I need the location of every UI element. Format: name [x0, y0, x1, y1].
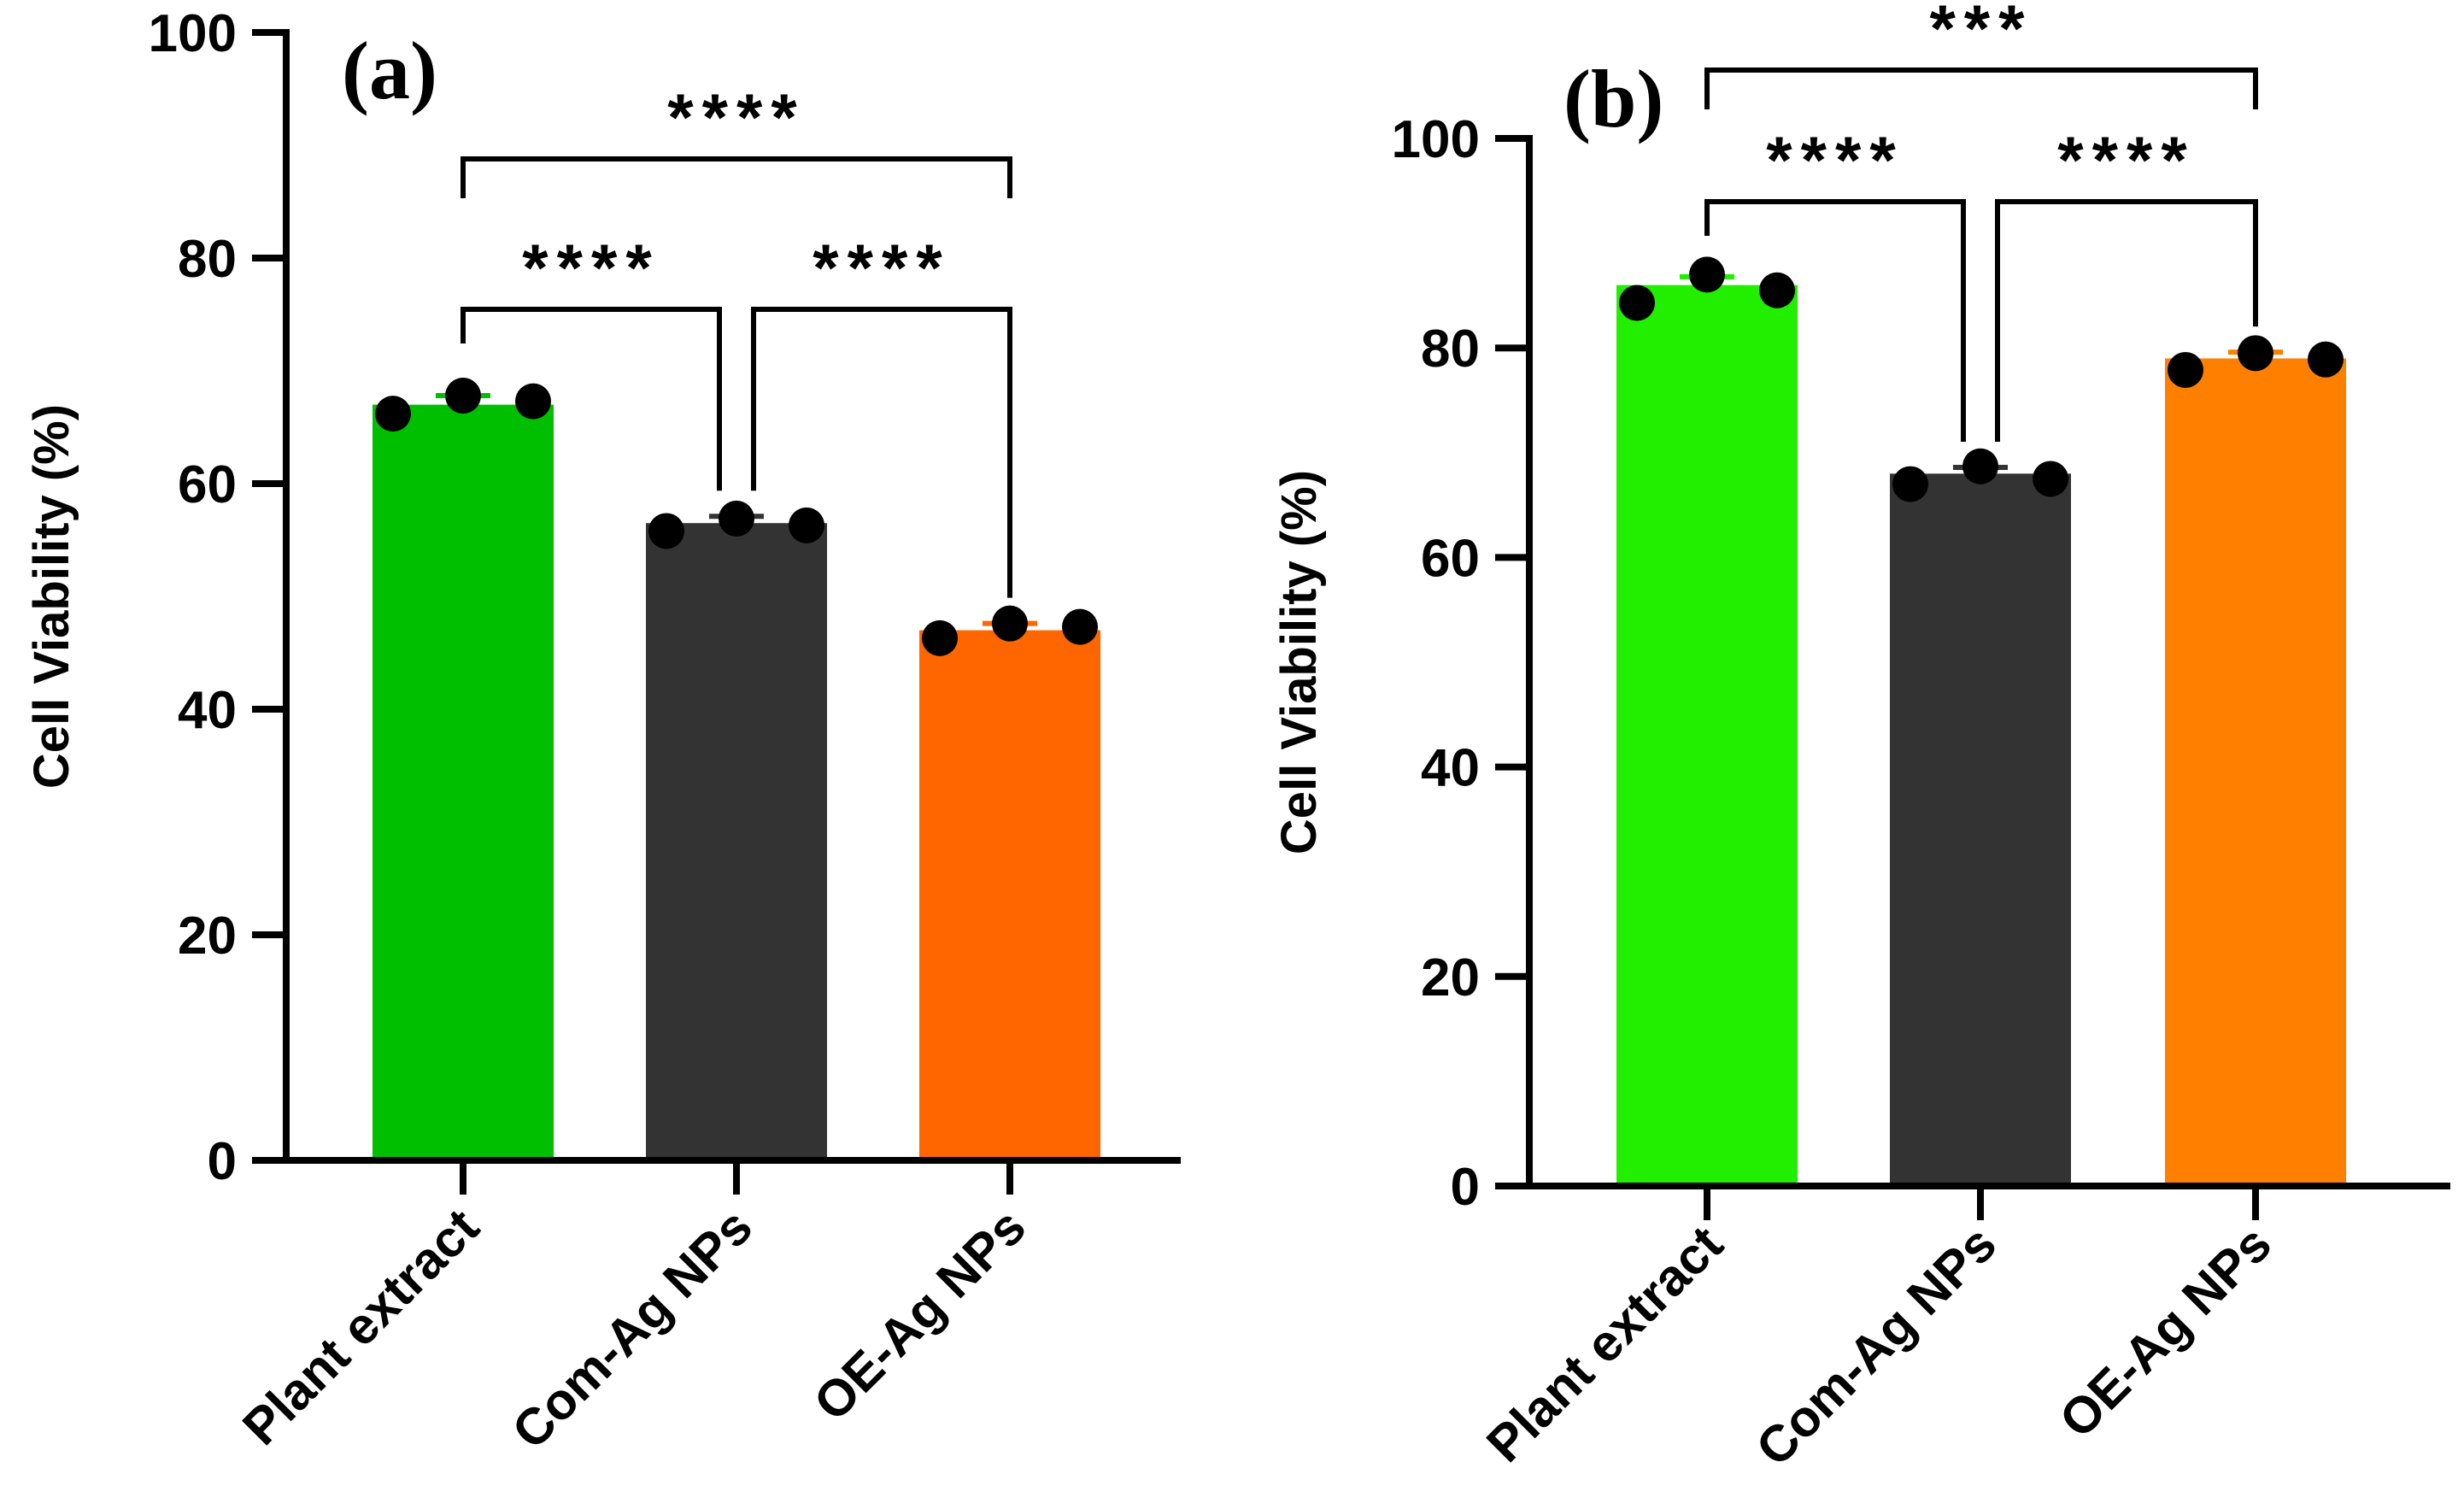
- panel-label: (b): [1563, 53, 1663, 144]
- significance-label: ****: [522, 230, 660, 305]
- data-point: [375, 396, 411, 432]
- data-point: [2238, 335, 2273, 372]
- category-label: OE-Ag NPs: [2049, 1215, 2283, 1449]
- significance-bracket: [1704, 68, 2258, 109]
- y-axis-label: Cell Viability (%): [24, 404, 79, 789]
- data-point: [2033, 461, 2068, 497]
- y-tick-label: 80: [178, 230, 237, 289]
- y-tick-label: 0: [208, 1132, 237, 1191]
- bar-3: [2165, 358, 2346, 1187]
- data-point: [719, 500, 754, 537]
- data-point: [922, 619, 958, 656]
- significance-label: ***: [1929, 0, 2033, 66]
- significance-bracket: [1704, 199, 1966, 442]
- y-tick-label: 20: [178, 907, 237, 966]
- y-tick-label: 0: [1451, 1158, 1480, 1217]
- category-label: OE-Ag NPs: [803, 1198, 1037, 1432]
- significance-bracket: [461, 307, 722, 491]
- category-label: Plant extract: [232, 1198, 490, 1456]
- data-point: [1759, 272, 1795, 308]
- data-point: [1062, 608, 1098, 645]
- y-tick-label: 80: [1421, 320, 1480, 379]
- category-label: Com-Ag NPs: [502, 1198, 764, 1460]
- bar-3: [919, 630, 1100, 1160]
- data-point: [445, 378, 481, 414]
- data-point: [1962, 448, 1998, 484]
- y-tick-label: 40: [178, 681, 237, 740]
- y-tick-label: 100: [1392, 110, 1480, 169]
- data-point: [1892, 466, 1928, 502]
- y-tick-label: 40: [1421, 739, 1480, 798]
- significance-label: ****: [813, 230, 950, 305]
- panel-b-chart: 0 20 40 60 80 100 Plant extract Com-Ag NPs OE-Ag…: [1271, 0, 2450, 1477]
- bar-1: [373, 404, 554, 1161]
- significance-bracket: [1995, 199, 2258, 442]
- bar-1: [1616, 285, 1798, 1186]
- category-label: Com-Ag NPs: [1745, 1215, 2008, 1477]
- data-point: [1619, 285, 1655, 321]
- data-point: [992, 605, 1028, 642]
- y-tick-label: 100: [149, 4, 237, 63]
- bar-2: [1890, 473, 2071, 1186]
- panel-label: (a): [342, 25, 437, 116]
- data-point: [648, 513, 684, 549]
- significance-bracket: [461, 156, 1012, 198]
- significance-label: ****: [2057, 122, 2195, 197]
- y-tick-label: 60: [1421, 529, 1480, 588]
- data-point: [2168, 351, 2203, 388]
- significance-bracket: [751, 307, 1012, 598]
- data-point: [789, 507, 824, 543]
- y-axis-label: Cell Viability (%): [1271, 470, 1327, 854]
- panel-a-chart: 0 20 40 60 80 100 Plant extract Com-Ag NPs OE-Ag…: [24, 4, 1181, 1460]
- data-point: [2308, 341, 2344, 378]
- y-tick-label: 60: [178, 455, 237, 514]
- significance-label: ****: [667, 79, 805, 155]
- data-point: [1689, 256, 1725, 293]
- data-point: [515, 383, 551, 420]
- category-label: Plant extract: [1475, 1215, 1734, 1473]
- significance-label: ****: [1766, 122, 1904, 197]
- bar-2: [646, 523, 827, 1160]
- y-tick-label: 20: [1421, 948, 1480, 1007]
